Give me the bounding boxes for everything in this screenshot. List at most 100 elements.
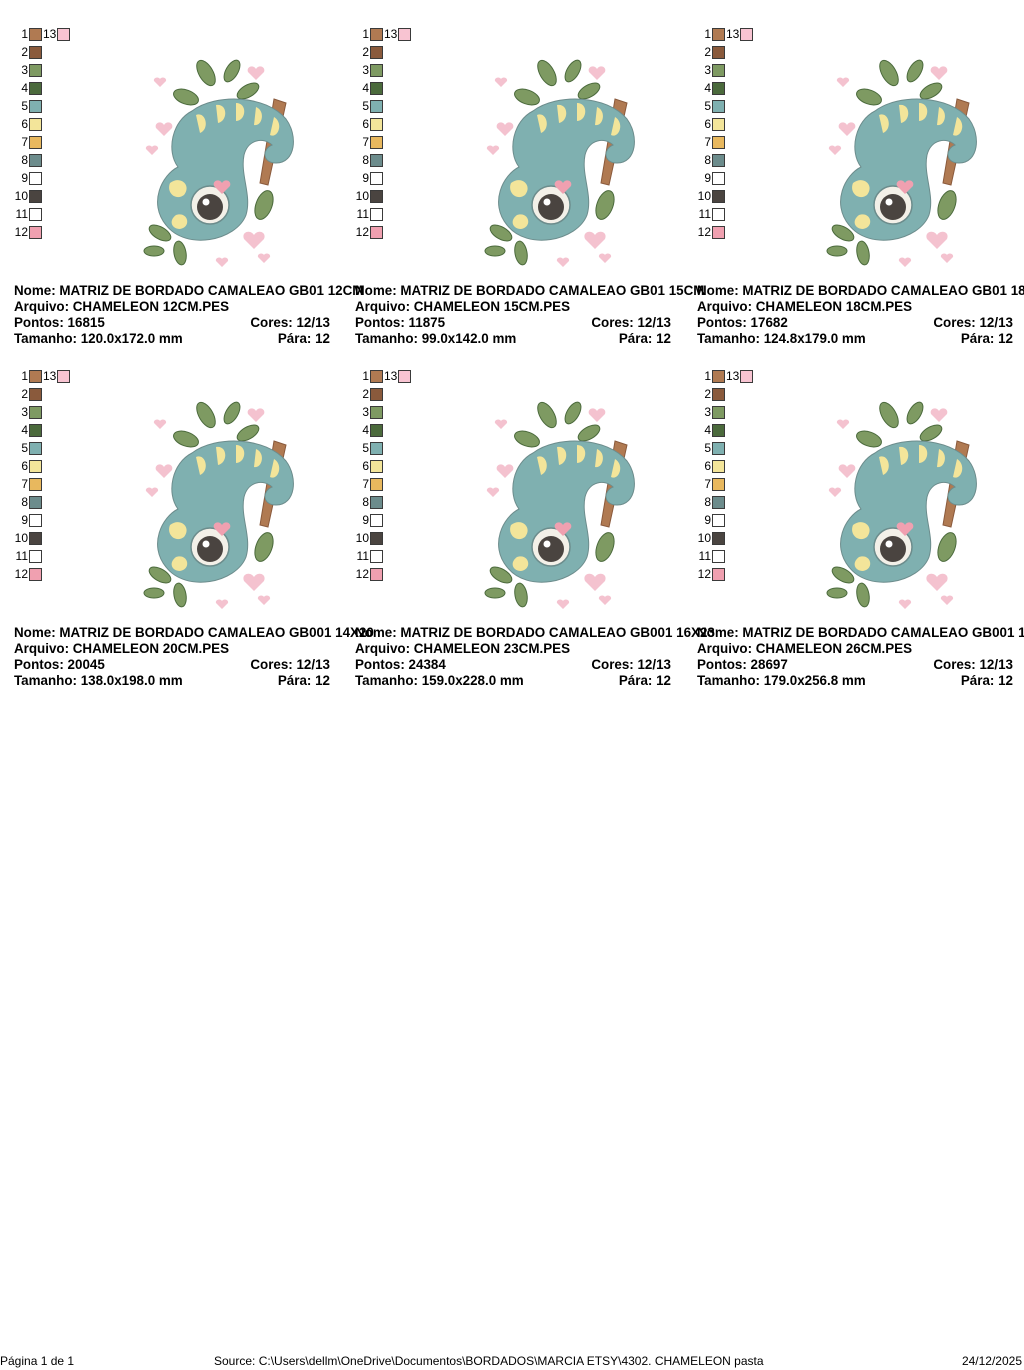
- leaf-icons: [143, 59, 274, 266]
- thread-color-swatch: [712, 459, 725, 473]
- thread-color-item: 10: [0, 187, 42, 205]
- thread-color-item: 6: [683, 457, 725, 475]
- thread-color-item: 3: [341, 61, 383, 79]
- thread-color-item: 6: [0, 457, 42, 475]
- leaf-icons: [484, 401, 615, 608]
- design-stops: Pára: 12: [277, 331, 330, 346]
- thread-color-swatch: [29, 153, 42, 167]
- thread-color-swatch: [29, 423, 42, 437]
- thread-color-number: 9: [21, 513, 28, 527]
- chameleon-embroidery-image: [484, 59, 635, 267]
- design-colors: Cores: 12/13: [591, 315, 671, 330]
- thread-color-swatch: [370, 207, 383, 221]
- thread-color-number: 13: [43, 369, 57, 383]
- thread-color-swatch: [370, 225, 383, 239]
- thread-color-number: 12: [697, 225, 711, 239]
- thread-color-swatch: [370, 63, 383, 77]
- design-card: 1 2 3 4 5 6 7 8 9 10 11 12 13: [0, 25, 363, 355]
- thread-color-swatch: [740, 369, 754, 383]
- thread-color-item: 10: [0, 529, 42, 547]
- thread-color-item: 12: [0, 565, 42, 583]
- design-stops: Pára: 12: [960, 331, 1013, 346]
- thread-color-number: 12: [355, 567, 369, 581]
- thread-color-number: 6: [21, 117, 28, 131]
- thread-color-number: 1: [21, 369, 28, 383]
- thread-color-item: 2: [341, 43, 383, 61]
- thread-color-item: 10: [683, 187, 725, 205]
- thread-color-swatch: [712, 63, 725, 77]
- thread-color-swatch: [712, 477, 725, 491]
- thread-color-item: 4: [0, 79, 42, 97]
- chameleon-embroidery-image: [484, 401, 635, 609]
- chameleon-embroidery-image: [143, 401, 294, 609]
- thread-color-swatch: [712, 225, 725, 239]
- thread-color-number: 8: [362, 495, 369, 509]
- thread-color-number: 8: [362, 153, 369, 167]
- thread-color-swatch: [398, 27, 412, 41]
- thread-color-item: 7: [0, 475, 42, 493]
- thread-color-swatch: [29, 387, 42, 401]
- thread-color-swatch: [740, 27, 754, 41]
- thread-color-number: 5: [21, 99, 28, 113]
- thread-color-item: 2: [683, 43, 725, 61]
- design-colors: Cores: 12/13: [933, 315, 1013, 330]
- thread-color-number: 13: [43, 27, 57, 41]
- thread-color-item: 3: [683, 61, 725, 79]
- design-size: Tamanho: 120.0x172.0 mm: [14, 331, 183, 346]
- design-colors: Cores: 12/13: [250, 315, 330, 330]
- heart-icons: [145, 408, 271, 609]
- thread-color-swatch: [370, 459, 383, 473]
- thread-color-item: 9: [0, 169, 42, 187]
- thread-color-item: 1: [341, 25, 383, 43]
- thread-color-number: 5: [21, 441, 28, 455]
- design-stops: Pára: 12: [618, 331, 671, 346]
- thread-color-item: 13: [384, 25, 412, 43]
- thread-color-item: 4: [341, 79, 383, 97]
- thread-color-number: 1: [704, 27, 711, 41]
- thread-color-number: 7: [362, 477, 369, 491]
- thread-color-number: 4: [21, 423, 28, 437]
- design-info: Nome: MATRIZ DE BORDADO CAMALEAO GB001 1…: [14, 625, 374, 689]
- thread-color-number: 4: [704, 423, 711, 437]
- thread-color-item: 13: [726, 367, 754, 385]
- design-stitches: Pontos: 24384: [355, 657, 446, 672]
- thread-color-number: 11: [356, 207, 369, 221]
- thread-color-swatch: [29, 189, 42, 203]
- thread-color-number: 4: [362, 81, 369, 95]
- thread-color-item: 8: [0, 493, 42, 511]
- footer-page: Página 1 de 1: [0, 1354, 75, 1368]
- thread-color-item: 3: [0, 403, 42, 421]
- thread-color-swatch: [29, 369, 42, 383]
- thread-color-swatch: [712, 423, 725, 437]
- thread-color-item: 8: [683, 151, 725, 169]
- thread-color-number: 12: [14, 567, 28, 581]
- chameleon-body: [157, 98, 294, 241]
- thread-color-swatch: [29, 45, 42, 59]
- thread-color-item: 1: [0, 25, 42, 43]
- thread-color-number: 6: [362, 459, 369, 473]
- thread-color-item: 7: [341, 133, 383, 151]
- thread-color-number: 4: [704, 81, 711, 95]
- thread-color-number: 5: [704, 99, 711, 113]
- thread-color-swatch: [370, 567, 383, 581]
- thread-color-number: 13: [726, 27, 740, 41]
- thread-color-number: 4: [362, 423, 369, 437]
- thread-color-number: 3: [362, 63, 369, 77]
- thread-color-swatch: [712, 153, 725, 167]
- thread-color-swatch: [370, 531, 383, 545]
- thread-color-number: 6: [21, 459, 28, 473]
- thread-color-swatch: [29, 495, 42, 509]
- thread-color-item: 1: [0, 367, 42, 385]
- thread-color-number: 10: [14, 531, 28, 545]
- chameleon-embroidery-image: [826, 401, 977, 609]
- design-info: Nome: MATRIZ DE BORDADO CAMALEAO GB01 12…: [14, 283, 363, 347]
- thread-color-item: 8: [341, 151, 383, 169]
- design-colors: Cores: 12/13: [250, 657, 330, 672]
- thread-color-item: 8: [341, 493, 383, 511]
- thread-color-number: 2: [704, 387, 711, 401]
- thread-color-item: 1: [683, 367, 725, 385]
- design-stitches: Pontos: 28697: [697, 657, 788, 672]
- design-info: Nome: MATRIZ DE BORDADO CAMALEAO GB001 1…: [697, 625, 1024, 689]
- thread-color-item: 11: [683, 547, 725, 565]
- thread-color-number: 3: [704, 405, 711, 419]
